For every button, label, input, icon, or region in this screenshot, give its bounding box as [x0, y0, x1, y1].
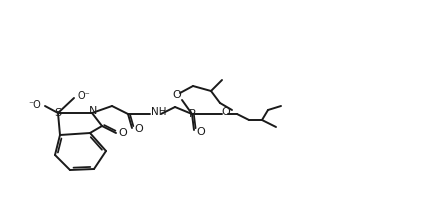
Text: S: S: [54, 108, 62, 118]
Text: P: P: [189, 109, 195, 119]
Text: O: O: [172, 90, 181, 100]
Text: O: O: [135, 124, 143, 134]
Text: O: O: [222, 107, 230, 117]
Text: ⁻O: ⁻O: [29, 100, 41, 110]
Text: NH: NH: [151, 107, 167, 117]
Text: O: O: [197, 127, 206, 137]
Text: N: N: [89, 106, 97, 116]
Text: O: O: [119, 128, 127, 138]
Text: O⁻: O⁻: [78, 91, 90, 101]
